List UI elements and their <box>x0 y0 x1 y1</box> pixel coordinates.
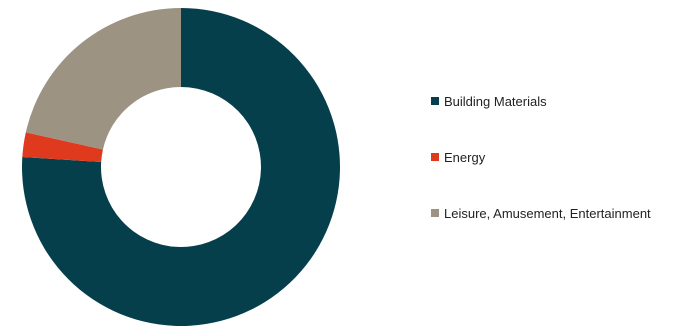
legend-swatch-energy <box>431 153 439 161</box>
slice-energy <box>22 132 103 162</box>
legend: Building Materials Energy Leisure, Amuseme… <box>431 94 651 221</box>
slice-building-materials <box>21 8 340 326</box>
legend-label-building-materials: Building Materials <box>444 94 547 109</box>
legend-item-leisure-amusement-entertainment: Leisure, Amusement, Entertainment <box>431 206 651 221</box>
legend-label-energy: Energy <box>444 150 486 165</box>
legend-label-leisure-amusement-entertainment: Leisure, Amusement, Entertainment <box>444 206 651 221</box>
legend-item-building-materials: Building Materials <box>431 94 547 109</box>
donut-slices <box>21 8 340 326</box>
legend-item-energy: Energy <box>431 150 486 165</box>
legend-swatch-building-materials <box>431 97 439 105</box>
slice-leisure-amusement-entertainment <box>25 8 181 150</box>
legend-swatch-leisure-amusement-entertainment <box>431 209 439 217</box>
